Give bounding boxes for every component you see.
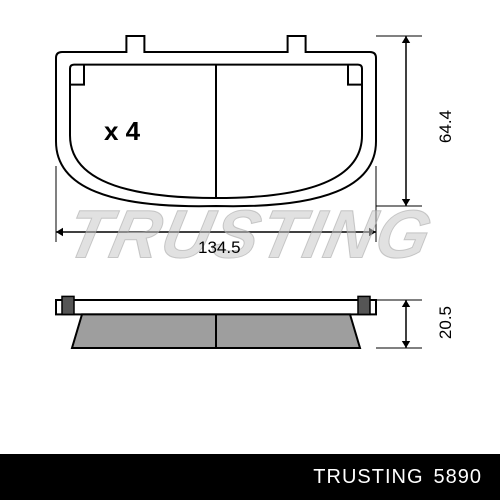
footer-brand: TRUSTING xyxy=(313,466,423,489)
dim-height-value: 64.4 xyxy=(436,110,456,143)
diagram-canvas: TRUSTING x 4 64.4 134.5 20.5 xyxy=(0,0,500,500)
footer-part-number: 5890 xyxy=(434,466,483,489)
footer-bar: TRUSTING 5890 xyxy=(0,454,500,500)
quantity-label: x 4 xyxy=(104,116,140,147)
dim-width-value: 134.5 xyxy=(198,238,241,258)
dim-thickness-value: 20.5 xyxy=(436,306,456,339)
technical-drawing-svg xyxy=(0,0,500,454)
